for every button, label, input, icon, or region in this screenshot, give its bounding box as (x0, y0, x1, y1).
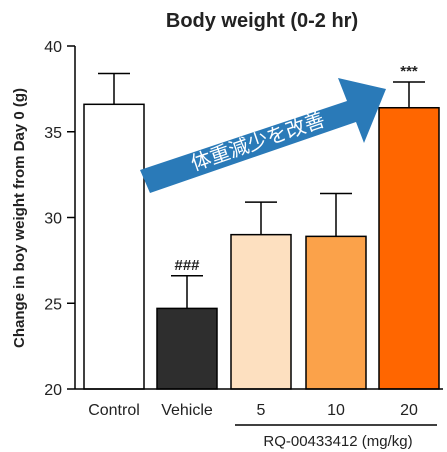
group-label: RQ-00433412 (mg/kg) (263, 433, 412, 450)
improvement-arrow (140, 78, 386, 193)
x-tick-label: Control (88, 402, 140, 419)
x-tick-label: 20 (400, 402, 418, 419)
bar-20 (378, 106, 440, 390)
y-tick-label: 30 (44, 211, 62, 228)
x-tick-label: 5 (257, 402, 266, 419)
significance-marker: ### (174, 257, 200, 274)
bar-control (83, 103, 145, 390)
y-tick-label: 20 (44, 382, 62, 399)
y-tick-label: 35 (44, 125, 62, 142)
significance-marker: *** (400, 63, 418, 80)
chart-title: Body weight (0-2 hr) (166, 10, 358, 32)
bar-10 (305, 235, 367, 390)
arrow-label: 体重減少を改善 (188, 108, 328, 175)
bar-vehicle (156, 307, 218, 390)
y-tick-label: 25 (44, 296, 62, 313)
x-tick-label: 10 (327, 402, 345, 419)
bar-5 (230, 233, 292, 390)
y-axis-label: Change in boy weight from Day 0 (g) (11, 88, 28, 348)
x-tick-label: Vehicle (161, 402, 213, 419)
y-tick-label: 40 (44, 39, 62, 56)
